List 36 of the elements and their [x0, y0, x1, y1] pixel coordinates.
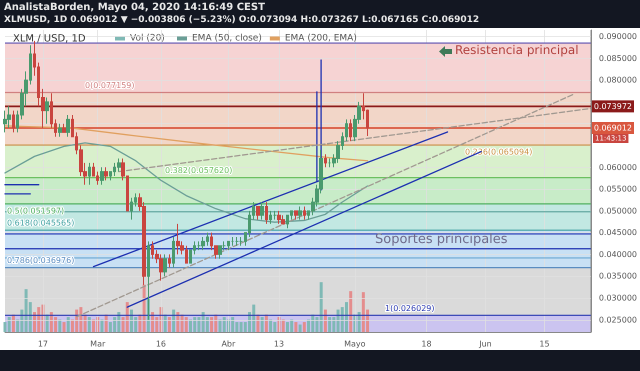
- ref-line-label: 0.382(0.057620): [165, 166, 232, 176]
- ref-line-label: 1(0.026029): [385, 304, 435, 313]
- x-tick-label: 18: [421, 340, 432, 348]
- ref-line-label: 0.236(0.065094): [465, 148, 532, 157]
- legend-label: Vol (20): [130, 34, 165, 44]
- legend-label: EMA (50, close): [192, 34, 262, 44]
- ref-line-label: 0.069012: [594, 124, 632, 132]
- annotation: Soportes principales: [375, 232, 508, 247]
- x-tick-label: Mar: [90, 340, 106, 348]
- y-tick-label: 0.045000: [598, 228, 637, 238]
- x-tick-label: 17: [38, 340, 48, 348]
- annotation: Resistencia principal: [455, 43, 579, 57]
- x-tick-label: 15: [539, 340, 550, 348]
- y-tick-label: 0.040000: [598, 250, 637, 259]
- x-tick-label: Abr: [221, 340, 236, 348]
- y-tick-label: 0.030000: [598, 294, 637, 303]
- y-tick-label: 0.090000: [598, 32, 637, 42]
- y-tick-label: 0.025000: [598, 315, 637, 324]
- ref-line-label: 0.618(0.045565): [7, 218, 74, 228]
- x-tick-label: 16: [156, 340, 166, 348]
- x-tick-label: 13: [274, 340, 284, 348]
- y-tick-label: 0.085000: [598, 54, 637, 63]
- y-tick-label: 0.035000: [598, 272, 637, 281]
- y-tick-label: 0.060000: [598, 162, 637, 172]
- y-tick-label: 0.055000: [598, 184, 637, 194]
- y-tick-label: 0.080000: [598, 76, 637, 85]
- y-tick-label: 0.050000: [598, 206, 637, 216]
- ref-line-label: 0.786(0.036976): [7, 256, 74, 266]
- text: XLMUSD, 1D 0.069012 ▼ −0.003806 (−5.23%) O:0.073094 H:0.073267 L:0.067165 C:0.069012: [4, 15, 480, 25]
- x-tick-label: Jun: [478, 340, 492, 348]
- text: AnalistaBorden, Mayo 04, 2020 14:16:49 CEST: [4, 2, 265, 13]
- ref-line-label: 0(0.077159): [85, 80, 135, 90]
- chart-title: XLM / USD, 1D: [13, 34, 86, 44]
- x-tick-label: Mayo: [344, 340, 366, 348]
- ref-line-label: 0.073972: [594, 102, 632, 111]
- legend-label: EMA (200, EMA): [284, 34, 357, 44]
